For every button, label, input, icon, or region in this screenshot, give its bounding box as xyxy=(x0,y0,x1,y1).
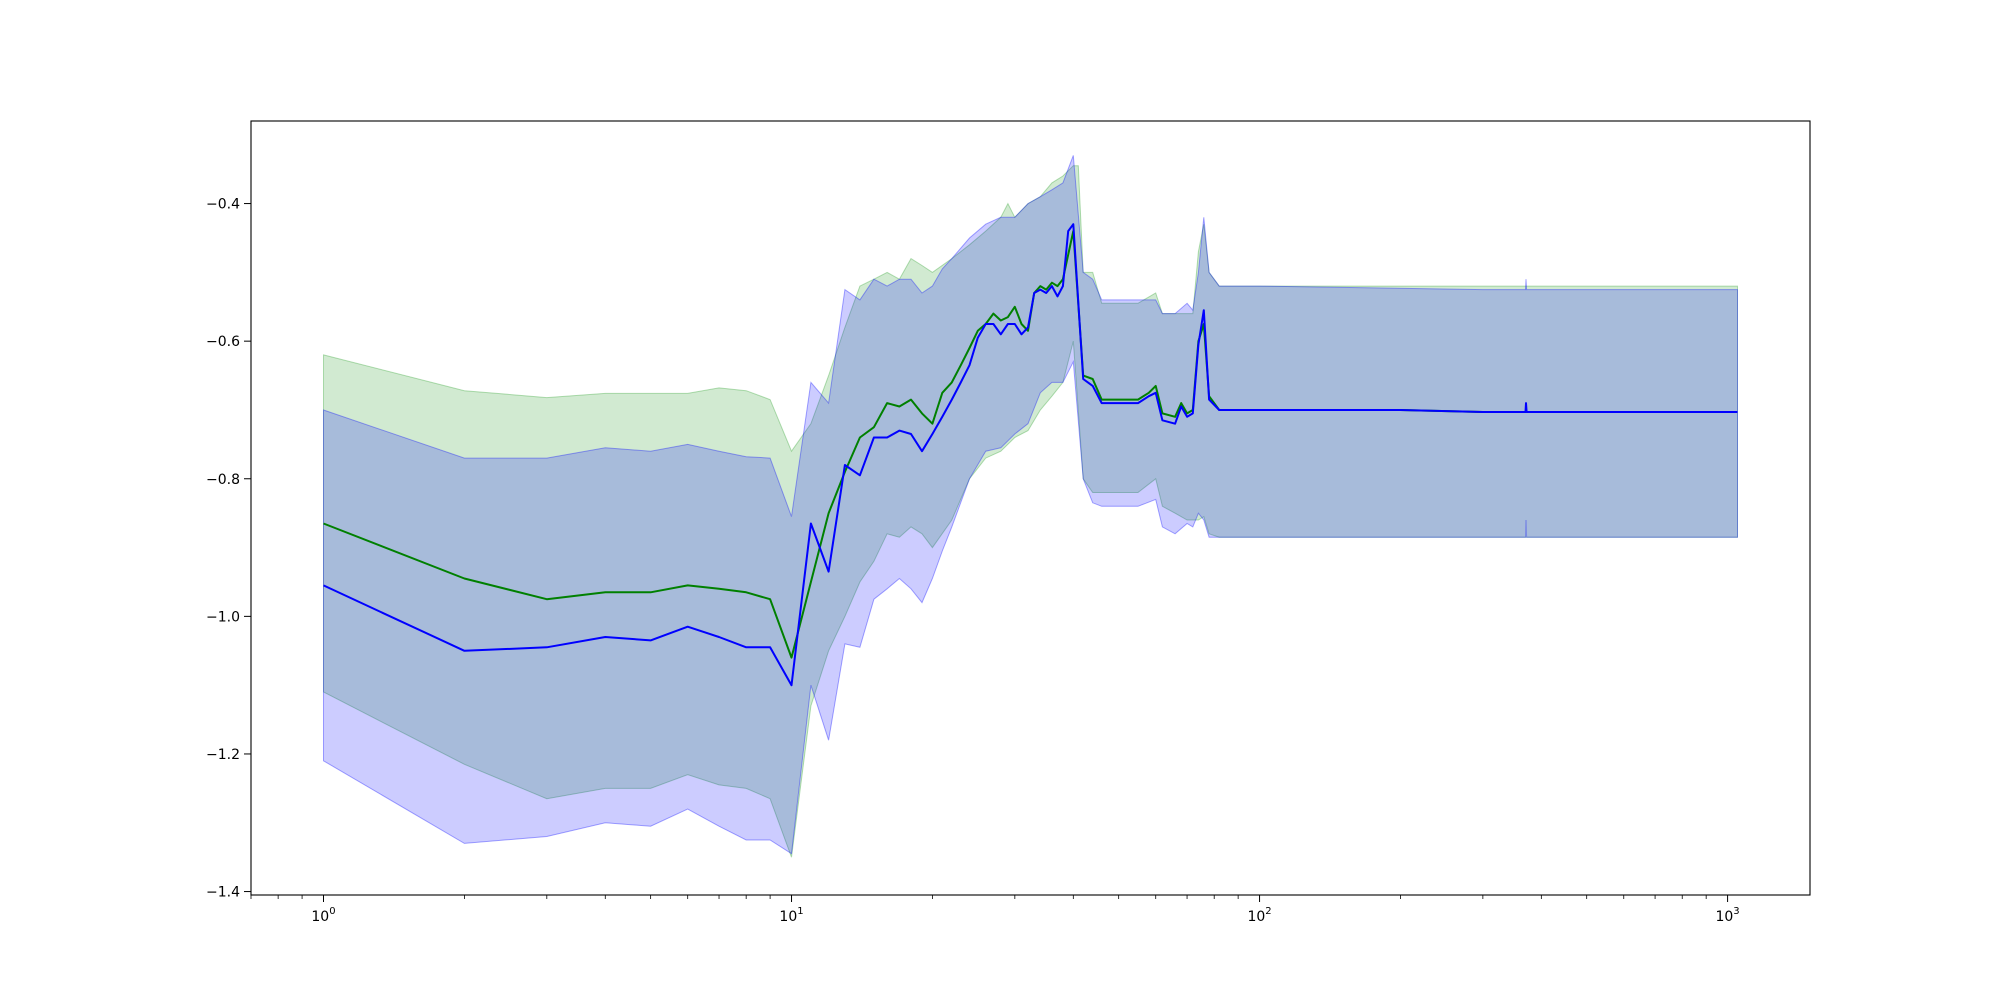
y-tick-label: −0.8 xyxy=(206,472,240,488)
y-tick-label: −0.6 xyxy=(206,334,240,350)
series-1-band xyxy=(323,165,1738,858)
x-tick-label: 103 xyxy=(1715,906,1739,925)
series-2-line xyxy=(323,223,1738,687)
x-axis: 100 101 102 103 xyxy=(250,895,1740,925)
x-tick-label: 101 xyxy=(779,906,803,925)
y-tick-label: −0.4 xyxy=(206,197,240,213)
confidence-bands xyxy=(323,155,1738,858)
y-tick-label: −1.0 xyxy=(206,609,240,625)
x-tick-label: 102 xyxy=(1247,906,1271,925)
plot-area xyxy=(323,155,1738,858)
y-tick-label: −1.4 xyxy=(206,885,240,901)
series-lines xyxy=(323,223,1738,687)
series-2-band xyxy=(323,155,1738,855)
x-tick-label: 100 xyxy=(311,906,335,925)
y-tick-label: −1.2 xyxy=(206,747,240,763)
y-axis: −0.4 −0.6 −0.8 −1.0 −1.2 −1.4 xyxy=(206,197,251,901)
axes-frame xyxy=(250,120,1811,896)
